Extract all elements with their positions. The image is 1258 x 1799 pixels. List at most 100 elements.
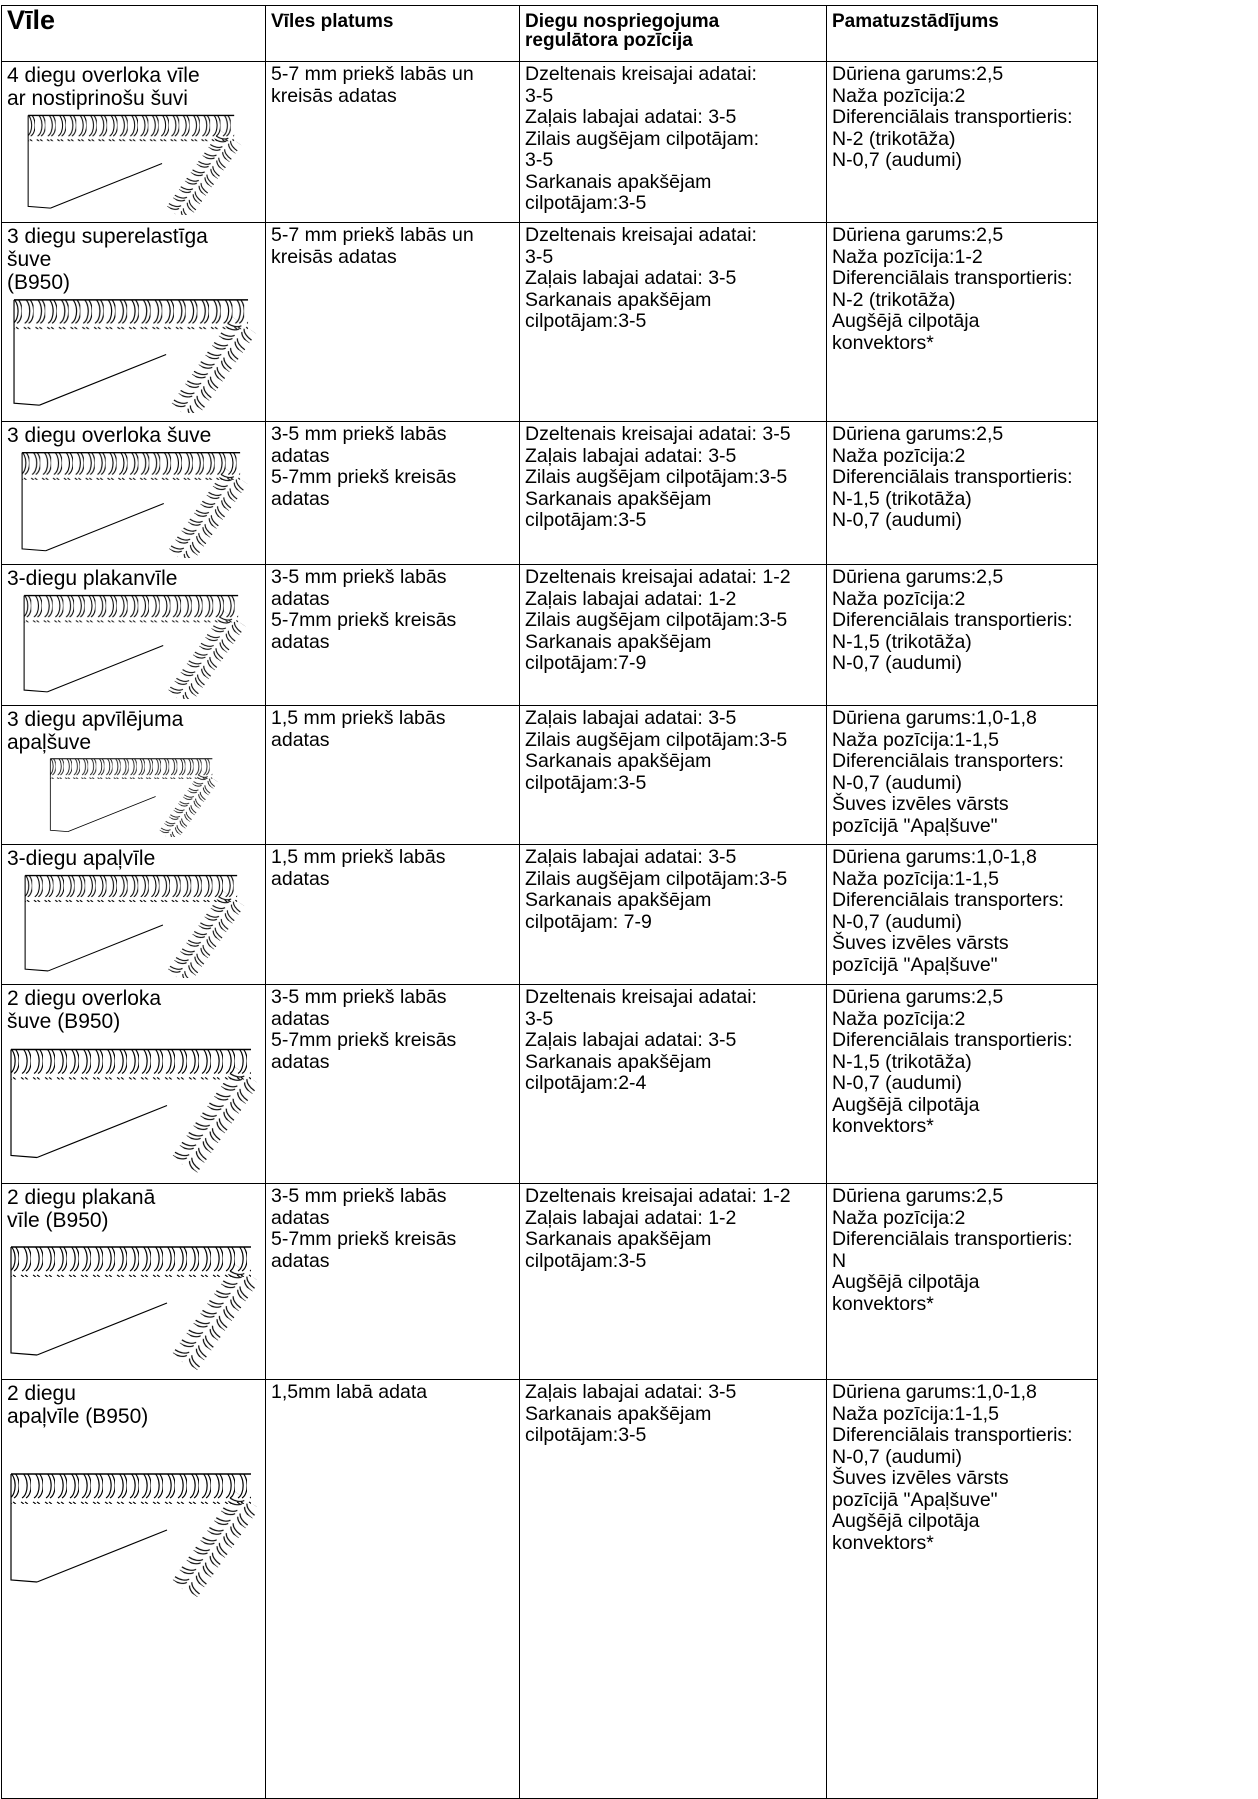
text-line: Zilais augšējam cilpotājam:3-5 xyxy=(525,867,788,890)
table-row: 2 diegu plakanā vīle (B950) 3-5 mm priekš… xyxy=(1,1183,1098,1380)
text-line: Diferenciālais transporters: xyxy=(832,889,1064,911)
stitch-illustration xyxy=(27,114,242,215)
text-line: Zaļais labajai adatai: 3-5 xyxy=(525,444,737,467)
text-line: Diferenciālais transportieris: xyxy=(832,267,1073,289)
table-cell: Dūriena garums:2,5 Naža pozīcija:1-2 Difer… xyxy=(826,222,1098,422)
stitch-illustration xyxy=(23,594,246,699)
text-line: cilpotājam:3-5 xyxy=(525,310,647,332)
text-line: 2 diegu xyxy=(7,1382,76,1405)
stitch-illustration xyxy=(10,1048,257,1175)
text-line: konvektors* xyxy=(832,1292,934,1315)
stitch-illustration xyxy=(21,451,248,558)
table-cell: 2 diegu apaļvīle (B950) xyxy=(1,1379,266,1799)
text-line: 1,5 mm priekš labās xyxy=(271,707,446,729)
table-cell: 3 diegu overloka šuve xyxy=(1,421,266,565)
text-line: Sarkanais apakšējam xyxy=(525,1402,712,1425)
text-line: 3-diegu apaļvīle xyxy=(7,847,156,870)
text-line: Dūriena garums:1,0-1,8 xyxy=(832,1381,1037,1403)
table-row: 3 diegu apvīlējuma apaļšuve 1,5 mm priekš… xyxy=(1,705,1098,845)
text-line: N-0,7 (audumi) xyxy=(832,1072,963,1094)
text-line: (B950) xyxy=(7,271,71,294)
table-cell: Dūriena garums:2,5 Naža pozīcija:2 Diferen… xyxy=(826,984,1098,1184)
table-row: 3 diegu superelastīga šuve (B950) 5-7 mm p… xyxy=(1,222,1098,422)
table-cell: 1,5 mm priekš labās adatas xyxy=(265,844,520,985)
text-line: Zilais augšējam cilpotājam:3-5 xyxy=(525,728,788,751)
table-cell: 2 diegu overloka šuve (B950) xyxy=(1,984,266,1184)
table-cell: Dūriena garums:1,0-1,8 Naža pozīcija:1-1,… xyxy=(826,1379,1098,1799)
text-line: Vīles platums xyxy=(271,11,394,32)
text-line: adatas xyxy=(271,867,330,890)
text-line: cilpotājam:3-5 xyxy=(525,1249,647,1272)
table-cell: Zaļais labajai adatai: 3-5 Zilais augšēja… xyxy=(519,705,827,845)
text-line: 4 diegu overloka vīle xyxy=(7,64,200,87)
text-line: 1,5mm labā adata xyxy=(271,1381,428,1403)
text-line: Diferenciālais transportieris: xyxy=(832,1424,1073,1446)
text-line: N-1,5 (trikotāža) xyxy=(832,630,972,653)
table-row: 2 diegu overloka šuve (B950) 3-5 mm priek… xyxy=(1,984,1098,1184)
table-cell: 5-7 mm priekš labās un kreisās adatas xyxy=(265,61,520,223)
text-line: Zaļais labajai adatai: 1-2 xyxy=(525,587,737,610)
table-cell: Dūriena garums:2,5 Naža pozīcija:2 Diferen… xyxy=(826,61,1098,223)
text-line: cilpotājam:7-9 xyxy=(525,652,647,674)
text-line: pozīcijā "Apaļšuve" xyxy=(832,814,998,837)
text-line: Diferenciālais transporters: xyxy=(832,750,1064,772)
text-line: cilpotājam:2-4 xyxy=(525,1072,647,1094)
text-line: cilpotājam:3-5 xyxy=(525,192,647,214)
text-line: Dzeltenais kreisajai adatai: xyxy=(525,224,757,246)
text-line: Vīle xyxy=(7,5,56,35)
text-line: kreisās adatas xyxy=(271,245,397,268)
text-line: N-0,7 (audumi) xyxy=(832,509,963,531)
text-line: Diferenciālais transportieris: xyxy=(832,106,1073,128)
table-cell: Dzeltenais kreisajai adatai: 3-5 Zaļais la… xyxy=(519,984,827,1184)
text-line: 3-5 xyxy=(525,245,554,268)
text-line: N-1,5 (trikotāža) xyxy=(832,487,972,510)
table-cell: Dzeltenais kreisajai adatai: 1-2 Zaļais l… xyxy=(519,1183,827,1380)
header-cell: Pamatuzstādījums xyxy=(826,5,1098,62)
text-line: Diferenciālais transportieris: xyxy=(832,466,1073,488)
header-row: Vīle Vīles platums Diegu nospriegojuma regu… xyxy=(1,5,1098,62)
text-line: Dzeltenais kreisajai adatai: 1-2 xyxy=(525,1185,791,1207)
text-line: Diferenciālais transportieris: xyxy=(832,1228,1073,1250)
text-line: Zaļais labajai adatai: 3-5 xyxy=(525,1029,737,1051)
text-line: adatas xyxy=(271,587,330,610)
text-line: 3-diegu plakanvīle xyxy=(7,567,178,590)
text-line: N-0,7 (audumi) xyxy=(832,149,963,171)
text-line: Naža pozīcija:2 xyxy=(832,1007,966,1030)
text-line: 3 diegu superelastīga xyxy=(7,225,208,248)
table-cell: Dūriena garums:2,5 Naža pozīcija:2 Diferen… xyxy=(826,421,1098,565)
text-line: 3 diegu overloka šuve xyxy=(7,424,212,447)
text-line: Zaļais labajai adatai: 3-5 xyxy=(525,707,737,729)
text-line: Diferenciālais transportieris: xyxy=(832,1029,1073,1051)
text-line: Augšējā cilpotāja xyxy=(832,310,980,332)
text-line: 1,5 mm priekš labās xyxy=(271,846,446,868)
text-line: konvektors* xyxy=(832,1115,934,1137)
table-cell: Dūriena garums:2,5 Naža pozīcija:2 Diferen… xyxy=(826,564,1098,706)
text-line: Sarkanais apakšējam xyxy=(525,170,712,193)
text-line: Augšējā cilpotāja xyxy=(832,1271,980,1293)
text-line: N xyxy=(832,1249,847,1272)
text-line: adatas xyxy=(271,487,330,510)
text-line: adatas xyxy=(271,1050,330,1073)
header-cell: Vīles platums xyxy=(265,5,520,62)
table-cell: Dzeltenais kreisajai adatai: 3-5 Zaļais l… xyxy=(519,421,827,565)
text-line: 3-5 xyxy=(525,1007,554,1030)
table-cell: Zaļais labajai adatai: 3-5 Sarkanais apak… xyxy=(519,1379,827,1799)
text-line: Dūriena garums:2,5 xyxy=(832,1185,1004,1207)
stitch-illustration xyxy=(24,874,245,978)
text-line: Šuves izvēles vārsts xyxy=(832,793,1009,815)
text-line: Dzeltenais kreisajai adatai: xyxy=(525,63,757,85)
text-line: Naža pozīcija:2 xyxy=(832,1206,966,1229)
text-line: Naža pozīcija:2 xyxy=(832,84,966,107)
table-row: 4 diegu overloka vīle ar nostiprinošu šuv… xyxy=(1,61,1098,223)
text-line: Sarkanais apakšējam xyxy=(525,889,712,911)
table-cell: 1,5mm labā adata xyxy=(265,1379,520,1799)
text-line: Dūriena garums:1,0-1,8 xyxy=(832,707,1037,729)
text-line: Dūriena garums:2,5 xyxy=(832,63,1004,85)
table-row: 3-diegu apaļvīle 1,5 mm priekš labās adat… xyxy=(1,844,1098,985)
text-line: Zilais augšējam cilpotājam:3-5 xyxy=(525,466,788,488)
text-line: 2 diegu plakanā xyxy=(7,1186,156,1209)
table-cell: 1,5 mm priekš labās adatas xyxy=(265,705,520,845)
text-line: Sarkanais apakšējam xyxy=(525,750,712,772)
text-line: adatas xyxy=(271,1007,330,1030)
text-line: Zaļais labajai adatai: 1-2 xyxy=(525,1206,737,1229)
